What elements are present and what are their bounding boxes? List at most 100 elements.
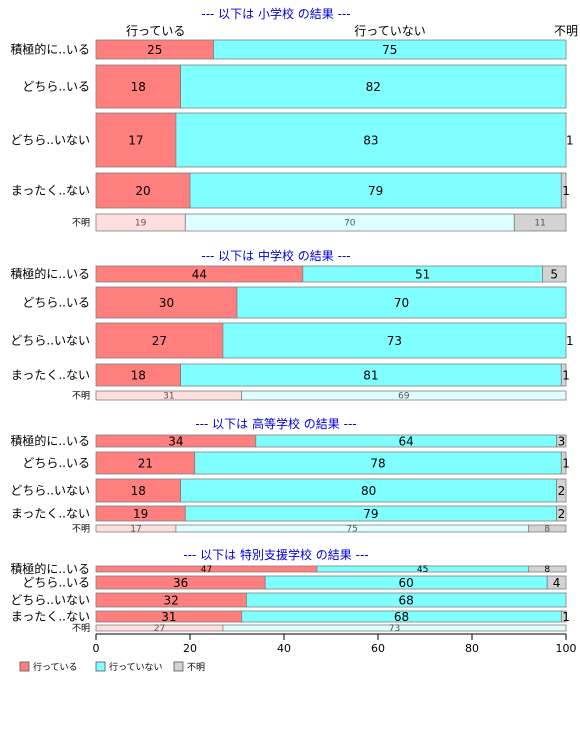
data-label: 68	[394, 610, 409, 624]
data-label: 79	[363, 507, 378, 521]
x-tick-label: 80	[465, 642, 479, 655]
bar-segment	[245, 592, 567, 608]
legend-swatch	[173, 661, 184, 672]
bar-segment	[95, 322, 224, 359]
data-label: 83	[363, 133, 378, 147]
data-label: 21	[138, 456, 153, 470]
data-label: 81	[363, 368, 378, 382]
data-label: 47	[201, 565, 212, 575]
data-label: 2	[558, 484, 566, 498]
data-label: 80	[361, 484, 376, 498]
x-tick-label: 20	[183, 642, 197, 655]
data-label: 31	[161, 610, 176, 624]
legend-label: 不明	[187, 662, 205, 673]
panel-1: --- 以下は 中学校 の結果 --- 積極的に..いる 44 51 5 どちら..いる 3…	[10, 248, 573, 402]
data-label: 1	[566, 133, 574, 147]
data-label: 68	[399, 593, 414, 607]
data-label: 11	[534, 219, 545, 229]
data-label: 51	[415, 267, 430, 281]
data-label: 27	[152, 334, 167, 348]
data-label: 1	[562, 610, 570, 624]
column-header-2: 不明	[554, 24, 578, 38]
panel-title: --- 以下は 中学校 の結果 ---	[201, 248, 350, 263]
bar-segment	[560, 610, 567, 623]
category-label: どちら..いない	[10, 484, 90, 498]
category-label: まったく..ない	[11, 368, 90, 382]
category-label: どちら..いる	[22, 296, 90, 310]
data-label: 64	[399, 434, 414, 448]
data-label: 19	[133, 507, 148, 521]
data-label: 31	[163, 392, 174, 402]
bar-segment	[546, 575, 567, 590]
category-label: どちら..いない	[10, 593, 90, 607]
bar-segment	[528, 524, 567, 533]
bar-segment	[180, 64, 567, 109]
legend-swatch	[95, 661, 106, 672]
data-label: 20	[135, 184, 150, 198]
bar-segment	[222, 322, 567, 359]
category-label: 積極的に..いる	[10, 561, 90, 576]
data-label: 2	[558, 507, 566, 521]
data-label: 69	[398, 392, 410, 402]
data-label: 27	[154, 624, 165, 634]
legend-label: 行っていない	[109, 661, 163, 673]
category-label: 不明	[72, 391, 90, 402]
data-label: 8	[544, 525, 550, 535]
bar-segment	[95, 286, 238, 319]
bar-segment	[513, 213, 567, 232]
panel-title: --- 以下は 高等学校 の結果 ---	[195, 416, 356, 431]
data-label: 18	[131, 80, 146, 94]
legend: 行っている 行っていない 不明	[19, 661, 205, 673]
data-label: 34	[168, 434, 183, 448]
category-label: 積極的に..いる	[10, 433, 90, 448]
data-label: 70	[394, 296, 409, 310]
category-label: まったく..ない	[11, 610, 90, 624]
data-label: 73	[387, 334, 402, 348]
data-label: 18	[131, 484, 146, 498]
legend-swatch	[19, 661, 30, 672]
category-label: 不明	[72, 623, 90, 634]
data-label: 18	[131, 368, 146, 382]
category-label: まったく..ない	[11, 184, 90, 198]
data-label: 82	[366, 80, 381, 94]
bar-segment	[528, 565, 567, 573]
x-axis: 0 20 40 60 80 100	[93, 633, 577, 655]
data-label: 1	[562, 368, 570, 382]
data-label: 60	[399, 576, 414, 590]
x-tick-label: 0	[93, 642, 100, 655]
category-label: どちら..いない	[10, 133, 90, 147]
category-label: どちら..いる	[22, 80, 90, 94]
data-label: 75	[346, 525, 357, 535]
bar-segment	[95, 172, 191, 209]
panel-title: --- 以下は 小学校 の結果 ---	[201, 6, 350, 21]
data-label: 25	[147, 43, 162, 57]
category-label: どちら..いない	[10, 334, 90, 348]
category-label: どちら..いる	[22, 576, 90, 590]
data-label: 45	[417, 565, 428, 575]
data-label: 1	[562, 184, 570, 198]
data-label: 75	[382, 43, 397, 57]
bar-segment	[556, 478, 567, 503]
bar-segment	[556, 434, 567, 448]
category-label: どちら..いる	[22, 456, 90, 470]
data-label: 79	[368, 184, 383, 198]
data-label: 8	[544, 565, 550, 575]
data-label: 1	[562, 456, 570, 470]
column-header-1: 行っていない	[354, 24, 425, 38]
bar-segment	[236, 286, 567, 319]
data-label: 78	[370, 456, 385, 470]
column-header-0: 行っている	[126, 24, 185, 38]
bar-segment	[189, 172, 562, 209]
data-label: 30	[159, 296, 174, 310]
data-label: 73	[389, 624, 400, 634]
data-label: 32	[164, 593, 179, 607]
data-label: 17	[128, 133, 143, 147]
data-label: 70	[344, 219, 356, 229]
data-label: 44	[192, 267, 207, 281]
data-label: 36	[173, 576, 188, 590]
bar-segment	[560, 172, 567, 209]
data-label: 17	[130, 525, 141, 535]
x-tick-label: 100	[556, 642, 577, 655]
